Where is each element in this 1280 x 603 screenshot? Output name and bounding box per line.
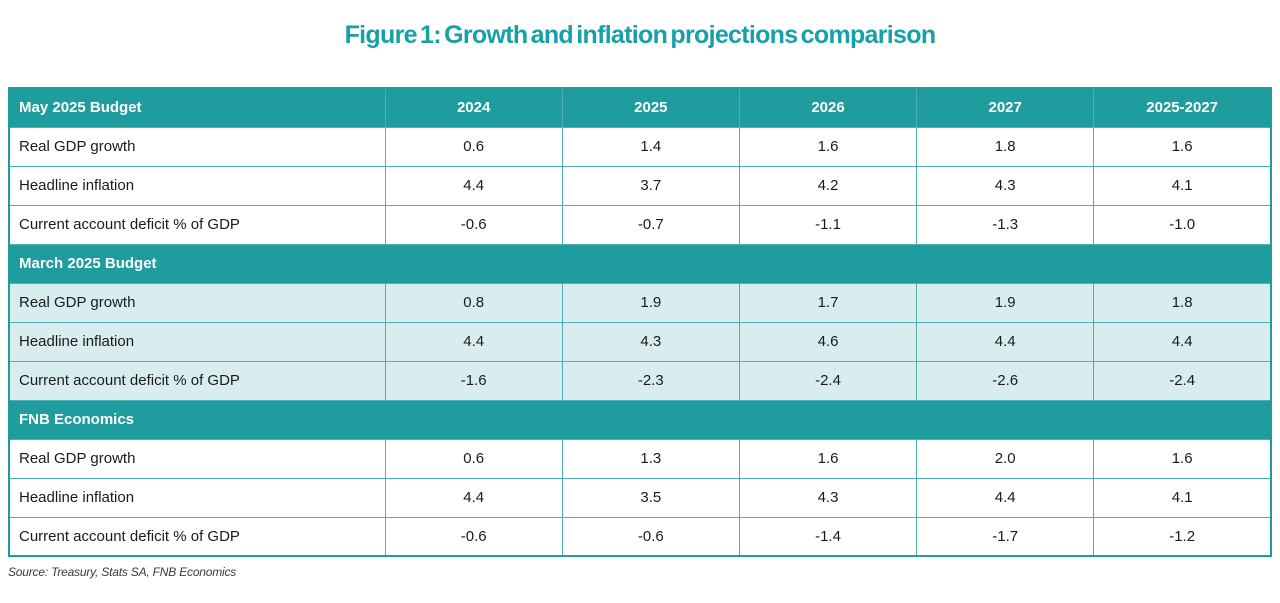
value-cell: 3.5 <box>561 477 740 518</box>
value-cell: 4.3 <box>916 165 1095 206</box>
value-cell: 1.6 <box>1093 438 1272 479</box>
value-cell: 1.8 <box>916 126 1095 167</box>
year-header-cell: 2026 <box>738 87 918 128</box>
value-cell: 1.4 <box>561 126 740 167</box>
table-row: Current account deficit % of GDP -0.6 -0.7… <box>8 204 1272 245</box>
value-cell: 4.3 <box>738 477 918 518</box>
projections-table: May 2025 Budget 2024 2025 2026 2027 2025-2027… <box>8 87 1272 557</box>
value-cell: 4.4 <box>916 321 1095 362</box>
value-cell: 4.1 <box>1093 477 1272 518</box>
value-cell: 0.6 <box>384 438 563 479</box>
value-cell: 1.7 <box>738 282 918 323</box>
value-cell: -1.6 <box>384 360 563 401</box>
value-cell: -2.6 <box>916 360 1095 401</box>
section-header-row: FNB Economics <box>8 399 1272 440</box>
value-cell: -1.0 <box>1093 204 1272 245</box>
year-header-cell: 2027 <box>916 87 1095 128</box>
value-cell: 1.3 <box>561 438 740 479</box>
value-cell: -1.7 <box>916 516 1095 557</box>
section-header-cell: May 2025 Budget <box>8 87 386 128</box>
value-cell: 4.4 <box>384 321 563 362</box>
table-body: May 2025 Budget 2024 2025 2026 2027 2025-2027… <box>8 87 1272 557</box>
table-row: Current account deficit % of GDP -1.6 -2.3… <box>8 360 1272 401</box>
row-label-cell: Headline inflation <box>8 477 386 518</box>
row-label-cell: Real GDP growth <box>8 438 386 479</box>
row-label-cell: Headline inflation <box>8 165 386 206</box>
value-cell: -0.6 <box>384 204 563 245</box>
value-cell: -1.4 <box>738 516 918 557</box>
value-cell: 1.6 <box>1093 126 1272 167</box>
table-row: Headline inflation 4.4 3.5 4.3 4.4 4.1 <box>8 477 1272 518</box>
section-header-cell: FNB Economics <box>8 399 1272 440</box>
section-header-cell: March 2025 Budget <box>8 243 1272 284</box>
row-label-cell: Current account deficit % of GDP <box>8 360 386 401</box>
value-cell: 4.4 <box>384 477 563 518</box>
source-note: Source: Treasury, Stats SA, FNB Economic… <box>8 565 237 579</box>
table-row: Current account deficit % of GDP -0.6 -0.6… <box>8 516 1272 557</box>
value-cell: 4.4 <box>916 477 1095 518</box>
value-cell: -1.3 <box>916 204 1095 245</box>
value-cell: -0.7 <box>561 204 740 245</box>
table-row: Real GDP growth 0.6 1.3 1.6 2.0 1.6 <box>8 438 1272 479</box>
value-cell: -2.4 <box>738 360 918 401</box>
value-cell: 4.2 <box>738 165 918 206</box>
value-cell: 3.7 <box>561 165 740 206</box>
value-cell: -0.6 <box>384 516 563 557</box>
row-label-cell: Current account deficit % of GDP <box>8 204 386 245</box>
value-cell: 2.0 <box>916 438 1095 479</box>
value-cell: 4.4 <box>384 165 563 206</box>
row-label-cell: Current account deficit % of GDP <box>8 516 386 557</box>
table-row: Headline inflation 4.4 3.7 4.2 4.3 4.1 <box>8 165 1272 206</box>
year-header-cell: 2025-2027 <box>1093 87 1272 128</box>
section-header-row: May 2025 Budget 2024 2025 2026 2027 2025-2027 <box>8 87 1272 128</box>
year-header-cell: 2024 <box>384 87 563 128</box>
value-cell: -1.1 <box>738 204 918 245</box>
figure-title: Figure 1: Growth and inflation projectio… <box>344 21 936 49</box>
table-row: Headline inflation 4.4 4.3 4.6 4.4 4.4 <box>8 321 1272 362</box>
row-label-cell: Headline inflation <box>8 321 386 362</box>
value-cell: -2.4 <box>1093 360 1272 401</box>
row-label-cell: Real GDP growth <box>8 282 386 323</box>
value-cell: 0.8 <box>384 282 563 323</box>
value-cell: -1.2 <box>1093 516 1272 557</box>
value-cell: 4.6 <box>738 321 918 362</box>
value-cell: 4.4 <box>1093 321 1272 362</box>
value-cell: 1.9 <box>916 282 1095 323</box>
year-header-cell: 2025 <box>561 87 740 128</box>
value-cell: -0.6 <box>561 516 740 557</box>
table-row: Real GDP growth 0.6 1.4 1.6 1.8 1.6 <box>8 126 1272 167</box>
value-cell: 1.6 <box>738 438 918 479</box>
value-cell: 1.9 <box>561 282 740 323</box>
value-cell: 1.8 <box>1093 282 1272 323</box>
table-row: Real GDP growth 0.8 1.9 1.7 1.9 1.8 <box>8 282 1272 323</box>
row-label-cell: Real GDP growth <box>8 126 386 167</box>
value-cell: 4.3 <box>561 321 740 362</box>
section-header-row: March 2025 Budget <box>8 243 1272 284</box>
value-cell: -2.3 <box>561 360 740 401</box>
value-cell: 1.6 <box>738 126 918 167</box>
value-cell: 4.1 <box>1093 165 1272 206</box>
value-cell: 0.6 <box>384 126 563 167</box>
